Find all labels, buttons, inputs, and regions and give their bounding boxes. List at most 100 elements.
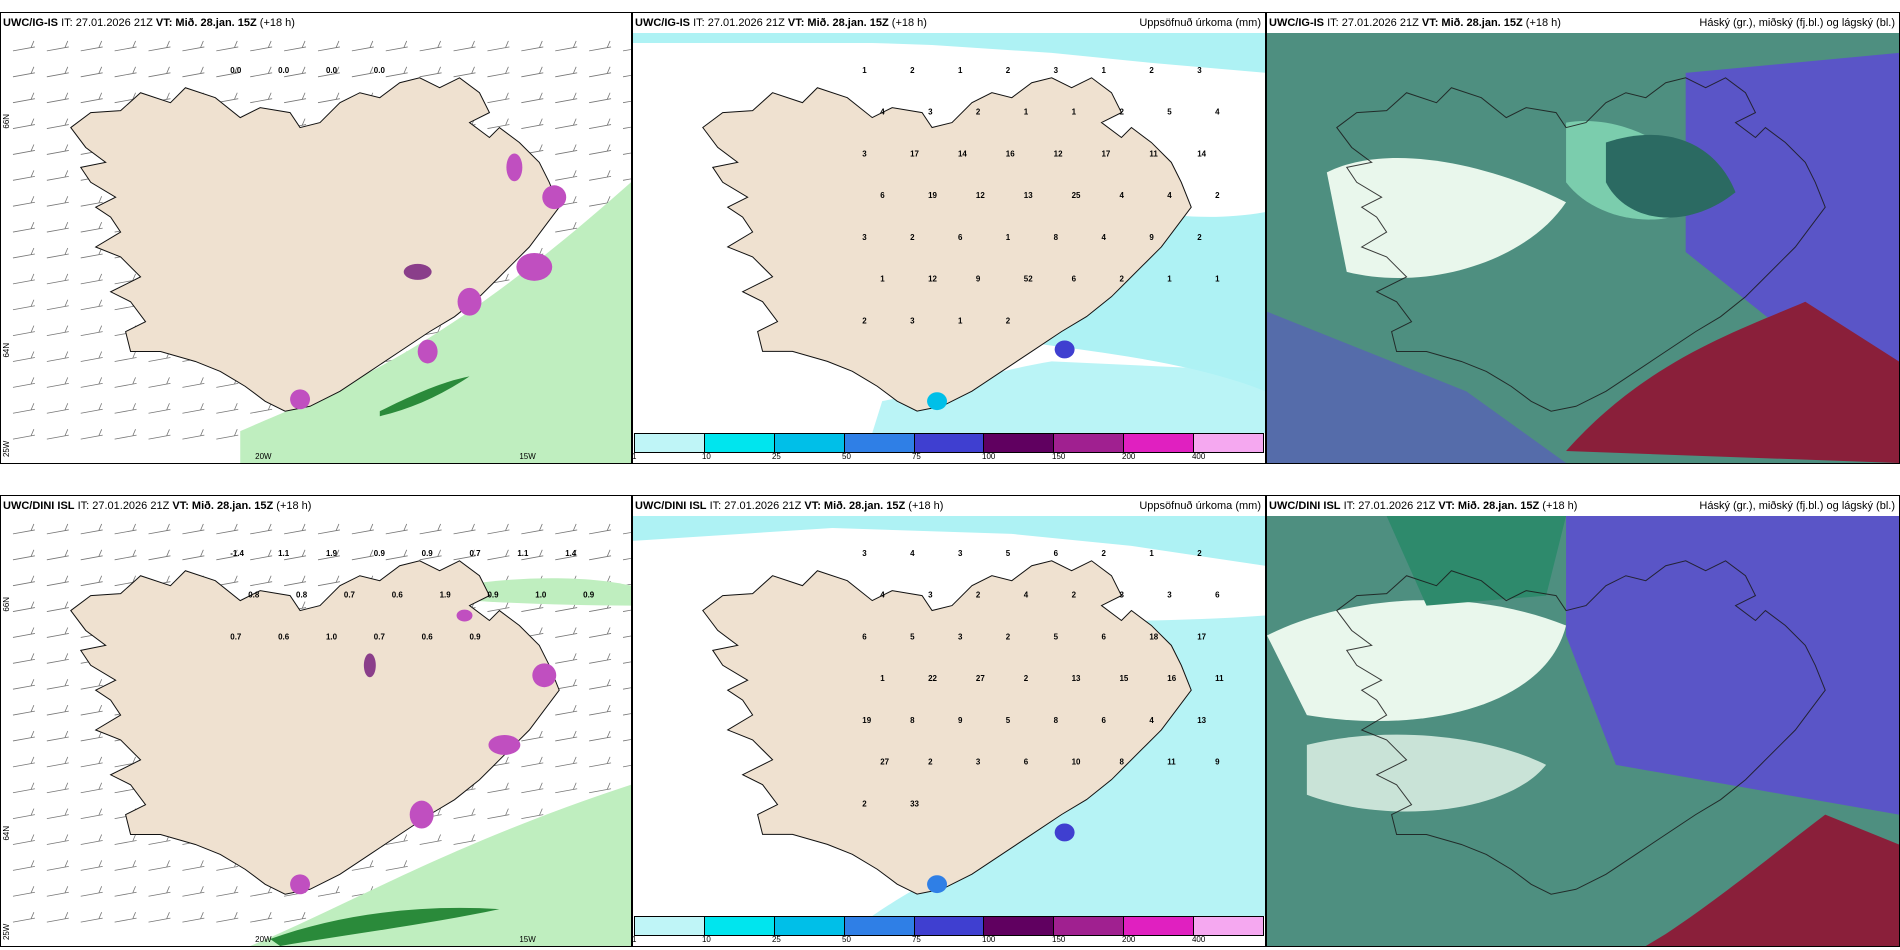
colorbar-tick: 25 xyxy=(771,935,781,944)
colorbar-cell xyxy=(914,917,985,935)
panel-bottom-right-clouds: UWC/DINI ISL IT: 27.01.2026 21Z VT: Mið.… xyxy=(1266,495,1900,947)
value-label: 8 xyxy=(1054,716,1059,725)
panel-header: UWC/IG-IS IT: 27.01.2026 21Z VT: Mið. 28… xyxy=(633,13,1265,33)
value-label: 0.0 xyxy=(230,66,242,75)
value-label: 2 xyxy=(1119,275,1124,284)
precip-max-cell xyxy=(1054,340,1075,359)
value-label: 2 xyxy=(976,591,981,600)
colorbar-cell xyxy=(1124,434,1195,452)
wind-barb xyxy=(216,523,239,535)
value-label: 1 xyxy=(1006,233,1011,242)
value-label: 1.9 xyxy=(326,549,338,558)
coastline xyxy=(1336,77,1826,412)
value-label: 6 xyxy=(1102,632,1107,641)
init-time: IT: 27.01.2026 21Z xyxy=(709,500,802,512)
panel-header: UWC/DINI ISL IT: 27.01.2026 21Z VT: Mið.… xyxy=(1267,496,1899,516)
model-name: UWC/DINI ISL xyxy=(3,500,75,512)
value-label: 6 xyxy=(1102,716,1107,725)
wind-barb xyxy=(521,40,544,52)
value-label: 8 xyxy=(910,716,915,725)
wind-barb xyxy=(250,549,273,561)
wind-barb xyxy=(589,196,612,207)
wind-speed-band xyxy=(459,578,631,606)
wind-barb xyxy=(555,523,578,535)
value-label: 3 xyxy=(958,549,963,558)
wind-barb xyxy=(12,834,35,845)
colorbar-tick: 25 xyxy=(771,452,781,461)
wind-barb xyxy=(250,575,273,587)
value-label: 2 xyxy=(928,758,933,767)
wind-barb xyxy=(284,66,307,78)
value-label: 6 xyxy=(1072,275,1077,284)
wind-barb xyxy=(80,704,103,716)
lead-time: (+18 h) xyxy=(259,17,295,29)
value-label: 0.9 xyxy=(374,549,386,558)
iceland-landmass xyxy=(70,560,560,895)
value-label: 4 xyxy=(1119,191,1124,200)
wind-barb xyxy=(487,782,510,794)
wind-barb xyxy=(555,221,578,233)
wind-barb xyxy=(12,273,35,285)
wind-barb xyxy=(385,860,408,871)
wind-barb xyxy=(622,609,631,612)
wind-barb xyxy=(12,118,35,129)
valid-time: Mið. 28.jan. 15Z xyxy=(175,17,257,29)
wind-barb xyxy=(46,523,69,535)
panel-bottom-left-wind: UWC/DINI ISL IT: 27.01.2026 21Z VT: Mið.… xyxy=(0,495,632,947)
init-time: IT: 27.01.2026 21Z xyxy=(77,500,170,512)
value-label: 1.9 xyxy=(440,591,452,600)
wind-barb xyxy=(114,886,137,897)
wind-barb xyxy=(114,429,137,440)
wind-barb xyxy=(46,627,69,638)
value-labels: -1.4 1.1 1.9 0.9 0.9 0.7 1.1 1.4 0.8 0.8 0.7 0.6 1.9… xyxy=(230,549,595,642)
wind-barb xyxy=(46,377,69,388)
wind-barb xyxy=(521,118,544,129)
wind-barb xyxy=(284,523,307,535)
colorbar-tick: 10 xyxy=(701,452,711,461)
colorbar-cell xyxy=(1124,917,1195,935)
value-label: 4 xyxy=(910,549,915,558)
model-name: UWC/DINI ISL xyxy=(1269,500,1341,512)
wind-barb xyxy=(216,40,239,52)
wind-barb xyxy=(317,40,340,52)
colorbar-tick: 75 xyxy=(911,935,921,944)
wind-barb xyxy=(521,66,544,78)
wind-barb xyxy=(622,739,631,742)
cloud-low xyxy=(1566,516,1899,815)
wind-barb xyxy=(12,653,35,664)
colorbar-tick: 1 xyxy=(632,452,637,461)
wind-barb xyxy=(182,40,205,52)
wind-barb xyxy=(385,834,408,845)
wind-barb xyxy=(80,575,103,587)
cloud-low xyxy=(1685,52,1899,362)
value-label: 1.1 xyxy=(278,549,290,558)
lat-label-64: 64N xyxy=(2,826,11,841)
colorbar-tick: 10 xyxy=(701,935,711,944)
lead-time: (+18 h) xyxy=(908,500,944,512)
wind-barb xyxy=(487,601,510,612)
map-clouds xyxy=(1267,33,1899,463)
value-label: 3 xyxy=(1119,591,1124,600)
wind-barb xyxy=(589,549,612,561)
wind-barb xyxy=(622,49,631,52)
wind-barb xyxy=(114,549,137,561)
value-label: 10 xyxy=(1072,758,1081,767)
value-label: 1 xyxy=(958,66,963,75)
wind-barb xyxy=(453,66,476,78)
wind-barb xyxy=(487,66,510,78)
wind-barb xyxy=(12,704,35,716)
wind-barb xyxy=(182,860,205,871)
wind-barb xyxy=(182,912,205,923)
value-label: 4 xyxy=(1102,233,1107,242)
wind-barb xyxy=(317,549,340,561)
value-label: 0.6 xyxy=(278,632,290,641)
wind-barb xyxy=(453,40,476,52)
wind-barb xyxy=(622,557,631,561)
init-time: IT: 27.01.2026 21Z xyxy=(693,17,785,29)
purple-precip-cells xyxy=(290,153,567,410)
wind-barb xyxy=(80,834,103,845)
map-wind: 66N 64N 20W 15W 25W 0.0 0.0 0.0 0.0 xyxy=(1,33,631,463)
value-label: 4 xyxy=(1149,716,1154,725)
wind-barb xyxy=(182,377,205,388)
map-canvas xyxy=(1267,516,1899,946)
